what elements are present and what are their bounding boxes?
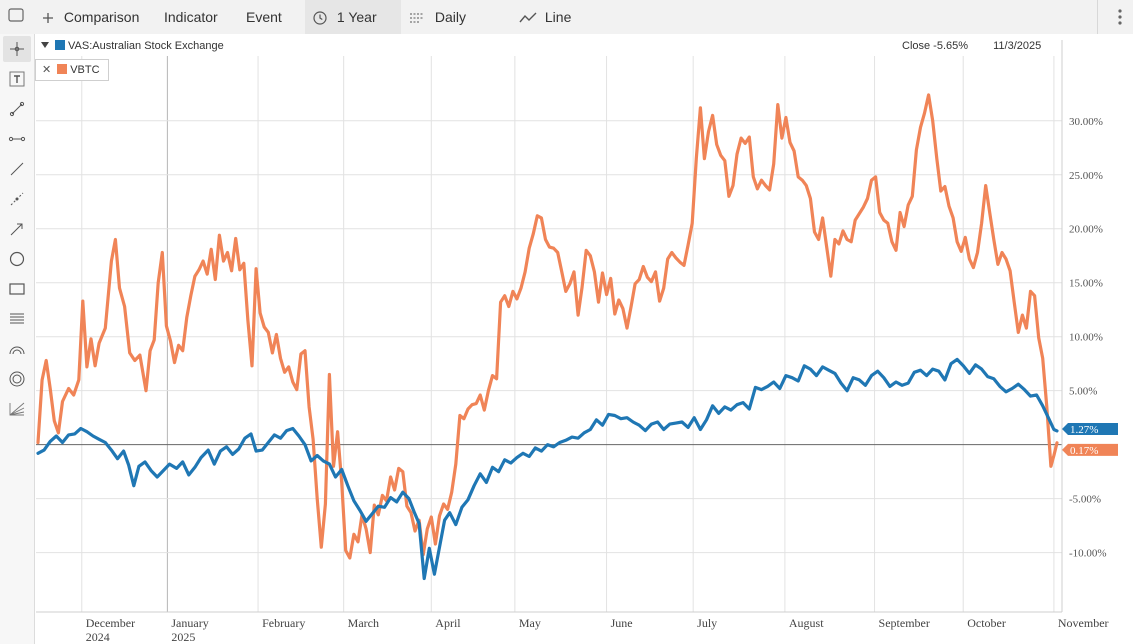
fibonacci-icon: [10, 313, 24, 324]
more-options-icon[interactable]: [1117, 6, 1123, 28]
arrow-icon: [10, 223, 23, 236]
panel-toggle-button[interactable]: [8, 8, 26, 26]
ruler-icon: [8, 136, 26, 142]
event-button[interactable]: Event: [246, 0, 282, 34]
polyline-icon: [10, 192, 24, 206]
circle-icon: [9, 251, 25, 267]
indicator-label: Indicator: [164, 9, 218, 25]
trend-line-icon: [10, 162, 24, 176]
primary-legend[interactable]: VAS:Australian Stock Exchange: [41, 40, 224, 52]
rectangle-tool[interactable]: [3, 276, 31, 302]
line-chart-icon: [519, 12, 537, 23]
x-tick-label: December: [86, 616, 135, 630]
comparison-button[interactable]: Comparison: [42, 0, 139, 34]
y-tick-label: 15.00%: [1069, 278, 1103, 290]
x-tick-label: March: [348, 616, 379, 630]
text-icon: [9, 71, 25, 87]
indicator-button[interactable]: Indicator: [164, 0, 218, 34]
vbtc-swatch: [57, 64, 68, 74]
arrow-tool[interactable]: [3, 216, 31, 242]
vas-end-badge: [1062, 422, 1118, 435]
remove-compare-icon[interactable]: ✕: [42, 64, 52, 76]
y-tick-label: -5.00%: [1069, 494, 1101, 506]
plus-icon: [43, 13, 53, 24]
primary-legend-label: VAS:Australian Stock Exchange: [68, 40, 224, 52]
arc-icon: [9, 346, 25, 355]
date-value: 11/3/2025: [993, 40, 1042, 52]
event-label: Event: [246, 9, 282, 25]
clock-icon: [313, 11, 327, 25]
y-tick-label: 10.00%: [1069, 332, 1103, 344]
crosshair-icon: [10, 42, 24, 56]
caret-down-icon: [41, 42, 49, 48]
y-tick-label: -10.00%: [1069, 548, 1107, 560]
x-tick-year: 2024: [86, 630, 110, 644]
y-tick-label: 5.00%: [1069, 386, 1097, 398]
x-tick-label: January: [171, 616, 208, 630]
vas-end-label: 1.27%: [1070, 424, 1098, 436]
x-tick-label: November: [1058, 616, 1109, 630]
window-icon: [8, 8, 24, 22]
line-segment-icon: [9, 101, 25, 117]
x-tick-label: May: [519, 616, 541, 630]
vas-swatch: [55, 40, 65, 50]
x-tick-label: February: [262, 616, 305, 630]
y-tick-label: 30.00%: [1069, 116, 1103, 128]
text-tool[interactable]: [3, 66, 31, 92]
x-tick-label: April: [435, 616, 461, 630]
y-tick-label: 25.00%: [1069, 170, 1103, 182]
line-segment-tool[interactable]: [3, 96, 31, 122]
chart-style-button[interactable]: Line: [519, 0, 571, 34]
ruler-tool[interactable]: [3, 126, 31, 152]
crosshair-tool[interactable]: [3, 36, 31, 62]
comparison-label: Comparison: [63, 9, 140, 25]
interval-button[interactable]: Daily: [409, 0, 466, 34]
compare-legend[interactable]: ✕ VBTC: [35, 59, 109, 81]
x-tick-label: September: [879, 616, 930, 630]
x-tick-year: 2025: [171, 630, 195, 644]
y-tick-label: 20.00%: [1069, 224, 1103, 236]
x-tick-label: October: [967, 616, 1006, 630]
interval-label: Daily: [434, 9, 467, 25]
top-toolbar: Comparison Indicator Event 1 Year Daily …: [0, 0, 1133, 34]
polyline-tool[interactable]: [3, 186, 31, 212]
gann-fan-icon: [9, 402, 25, 416]
drawing-toolbar: [0, 34, 35, 644]
circle-tool[interactable]: [3, 246, 31, 272]
range-label: 1 Year: [336, 9, 377, 25]
close-value: Close -5.65%: [902, 40, 969, 52]
fibonacci-tool[interactable]: [3, 306, 31, 332]
vas-line: [36, 357, 1059, 581]
x-tick-label: July: [697, 616, 717, 630]
range-button[interactable]: 1 Year: [305, 0, 401, 34]
concentric-circle-tool[interactable]: [3, 366, 31, 392]
x-tick-label: June: [611, 616, 633, 630]
chart-style-label: Line: [544, 9, 572, 25]
gann-fan-tool[interactable]: [3, 396, 31, 422]
interval-icon: [410, 13, 424, 23]
toolbar-divider: [1097, 0, 1098, 34]
vbtc-end-badge: [1062, 443, 1118, 456]
close-readout: Close -5.65% 11/3/2025: [902, 40, 1041, 52]
vbtc-line: [36, 93, 1059, 560]
compare-legend-label: VBTC: [70, 64, 100, 76]
vbtc-end-label: 0.17%: [1070, 445, 1098, 457]
x-tick-label: August: [789, 616, 824, 630]
rectangle-icon: [9, 283, 25, 295]
arc-tool[interactable]: [3, 336, 31, 362]
trend-line-tool[interactable]: [3, 156, 31, 182]
concentric-circle-icon: [9, 371, 25, 387]
